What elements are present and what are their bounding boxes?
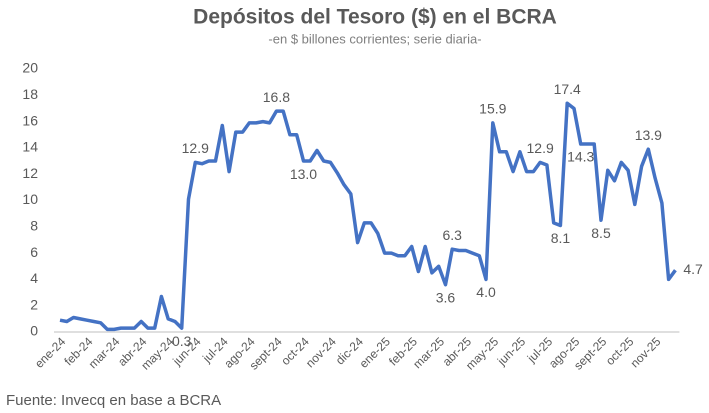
y-tick-label: 0	[30, 323, 38, 339]
x-tick-label: mar-25	[410, 334, 447, 371]
y-tick-label: 6	[30, 244, 38, 260]
data-label: 15.9	[479, 101, 506, 117]
chart-subtitle: -en $ billones corrientes; serie diaria-	[268, 31, 481, 46]
data-label: 4.0	[476, 284, 496, 300]
data-label: 13.0	[290, 166, 317, 182]
x-tick-label: ene-25	[357, 334, 394, 371]
data-label: 8.5	[591, 225, 611, 241]
data-label: 12.9	[182, 140, 209, 156]
y-tick-label: 16	[22, 112, 38, 128]
y-tick-label: 14	[22, 139, 38, 155]
y-tick-label: 10	[22, 191, 38, 207]
data-line	[59, 101, 677, 332]
x-tick-label: nov-24	[303, 334, 339, 370]
data-label: 17.4	[554, 81, 581, 97]
y-tick-label: 8	[30, 218, 38, 234]
data-label: 4.7	[683, 261, 703, 277]
data-label: 8.1	[551, 230, 571, 246]
y-tick-label: 12	[22, 165, 38, 181]
data-label: 16.8	[263, 89, 290, 105]
data-label: 13.9	[635, 127, 662, 143]
data-label: 14.3	[567, 149, 594, 165]
x-tick-label: ene-24	[32, 334, 69, 371]
source-note: Fuente: Invecq en base a BCRA	[6, 392, 221, 409]
chart-title: Depósitos del Tesoro ($) en el BCRA	[193, 6, 557, 29]
x-tick-label: nov-25	[628, 334, 664, 370]
x-tick-label: mar-24	[86, 334, 123, 371]
y-tick-label: 20	[22, 60, 38, 76]
data-label: 12.9	[527, 140, 554, 156]
y-tick-label: 2	[30, 296, 38, 312]
y-tick-label: 4	[30, 270, 38, 286]
data-label: 0.3	[172, 333, 192, 349]
x-tick-label: jun-25	[494, 334, 528, 368]
y-tick-label: 18	[22, 86, 38, 102]
data-label: 6.3	[442, 227, 462, 243]
data-label: 3.6	[436, 289, 456, 305]
